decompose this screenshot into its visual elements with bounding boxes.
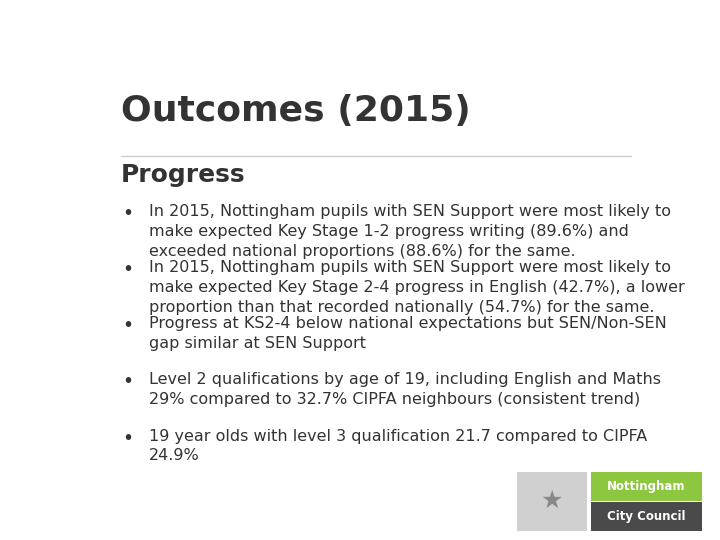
- Text: In 2015, Nottingham pupils with SEN Support were most likely to
make expected Ke: In 2015, Nottingham pupils with SEN Supp…: [148, 204, 670, 259]
- FancyBboxPatch shape: [591, 502, 702, 531]
- FancyBboxPatch shape: [591, 472, 702, 501]
- Text: City Council: City Council: [607, 510, 685, 523]
- Text: 19 year olds with level 3 qualification 21.7 compared to CIPFA
24.9%: 19 year olds with level 3 qualification …: [148, 429, 647, 463]
- Text: •: •: [122, 260, 133, 279]
- Text: Level 2 qualifications by age of 19, including English and Maths
29% compared to: Level 2 qualifications by age of 19, inc…: [148, 373, 660, 407]
- Text: •: •: [122, 204, 133, 223]
- Text: •: •: [122, 316, 133, 335]
- Text: Progress at KS2-4 below national expectations but SEN/Non-SEN
gap similar at SEN: Progress at KS2-4 below national expecta…: [148, 316, 666, 351]
- Text: •: •: [122, 373, 133, 392]
- Text: •: •: [122, 429, 133, 448]
- FancyBboxPatch shape: [517, 472, 588, 531]
- Text: In 2015, Nottingham pupils with SEN Support were most likely to
make expected Ke: In 2015, Nottingham pupils with SEN Supp…: [148, 260, 684, 315]
- Text: Nottingham: Nottingham: [607, 480, 685, 493]
- Text: Progress: Progress: [121, 163, 246, 186]
- Text: Outcomes (2015): Outcomes (2015): [121, 94, 470, 128]
- Text: ★: ★: [541, 489, 563, 513]
